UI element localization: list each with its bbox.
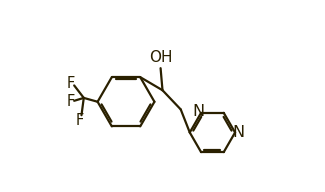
Text: N: N [193, 104, 205, 119]
Text: F: F [67, 94, 75, 109]
Text: F: F [75, 113, 84, 128]
Text: N: N [232, 125, 245, 140]
Text: OH: OH [149, 50, 172, 65]
Text: F: F [67, 76, 75, 91]
